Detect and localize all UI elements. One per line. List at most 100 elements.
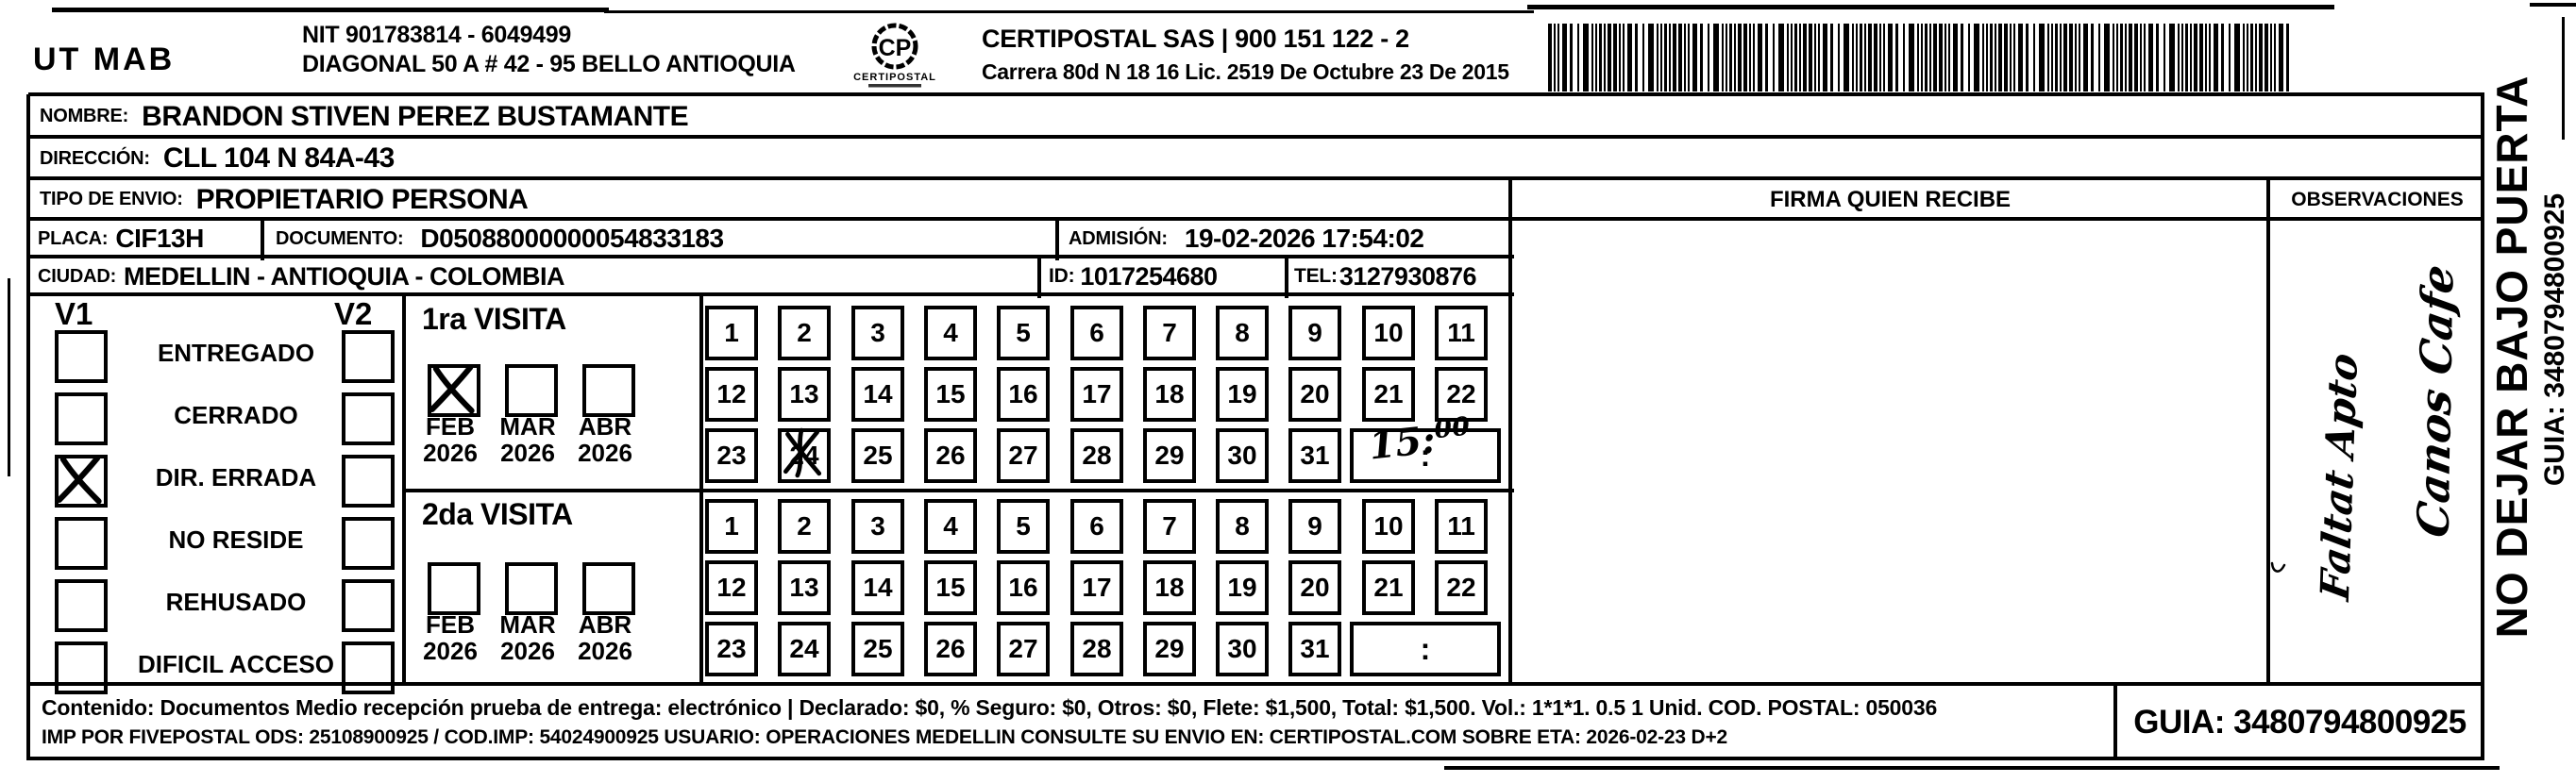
edge-line: [1527, 5, 2334, 9]
second-visit-day-cell-3[interactable]: 3: [851, 499, 904, 554]
second-visit-day-cell-9[interactable]: 9: [1288, 499, 1341, 554]
first-visit-title: 1ra VISITA: [422, 302, 566, 336]
v2-checkbox-rehusado[interactable]: [342, 579, 395, 632]
second-visit-day-cell-27[interactable]: 27: [997, 622, 1050, 676]
grid-line: [28, 255, 1514, 258]
second-visit-month-year: 2026: [578, 636, 632, 665]
first-visit-day-cell-27[interactable]: 27: [997, 428, 1050, 483]
second-visit-day-cell-20[interactable]: 20: [1288, 560, 1341, 615]
first-visit-day-cell-24[interactable]: 24: [778, 427, 831, 483]
v2-checkbox-cerrado[interactable]: [342, 392, 395, 445]
v1-checkbox-dificil-acceso[interactable]: [55, 641, 108, 694]
second-visit-day-cell-30[interactable]: 30: [1216, 622, 1269, 676]
first-visit-month-checkbox-abr[interactable]: [582, 364, 635, 417]
first-visit-day-cell-29[interactable]: 29: [1143, 428, 1196, 483]
second-visit-day-cell-31[interactable]: 31: [1288, 622, 1341, 676]
grid-line: [406, 489, 1514, 492]
v2-checkbox-no-reside[interactable]: [342, 517, 395, 570]
first-visit-day-cell-3[interactable]: 3: [851, 306, 904, 360]
v1-checkbox-entregado[interactable]: [55, 330, 108, 383]
admision-cell: ADMISIÓN: 19-02-2026 17:54:02: [1057, 219, 1510, 258]
v2-checkbox-entregado[interactable]: [342, 330, 395, 383]
second-visit-day-cell-13[interactable]: 13: [778, 560, 831, 615]
status-label-no-reside: NO RESIDE: [168, 525, 304, 554]
status-label-cerrado: CERRADO: [174, 400, 298, 429]
first-visit-day-cell-10[interactable]: 10: [1362, 306, 1415, 360]
second-visit-day-cell-24[interactable]: 24: [778, 622, 831, 676]
v1-checkbox-cerrado[interactable]: [55, 392, 108, 445]
v1-checkbox-dir-errada[interactable]: [55, 455, 108, 508]
second-visit-day-cell-6[interactable]: 6: [1070, 499, 1123, 554]
second-visit-day-cell-26[interactable]: 26: [924, 622, 977, 676]
first-visit-day-cell-25[interactable]: 25: [851, 428, 904, 483]
second-visit-day-cell-12[interactable]: 12: [705, 560, 758, 615]
grid-line: [1285, 257, 1288, 298]
second-visit-day-cell-4[interactable]: 4: [924, 499, 977, 554]
second-visit-day-cell-1[interactable]: 1: [705, 499, 758, 554]
ciudad-cell: CIUDAD: MEDELLIN - ANTIOQUIA - COLOMBIA: [28, 257, 1039, 296]
first-visit-day-cell-15[interactable]: 15: [924, 367, 977, 422]
first-visit-day-cell-31[interactable]: 31: [1288, 428, 1341, 483]
second-visit-day-cell-11[interactable]: 11: [1435, 499, 1488, 554]
first-visit-day-cell-19[interactable]: 19: [1216, 367, 1269, 422]
first-visit-month-checkbox-feb[interactable]: [428, 364, 480, 417]
first-visit-day-cell-28[interactable]: 28: [1070, 428, 1123, 483]
first-visit-day-cell-1[interactable]: 1: [705, 306, 758, 360]
second-visit-day-cell-23[interactable]: 23: [705, 622, 758, 676]
second-visit-day-cell-18[interactable]: 18: [1143, 560, 1196, 615]
v2-checkbox-dificil-acceso[interactable]: [342, 641, 395, 694]
first-visit-day-cell-4[interactable]: 4: [924, 306, 977, 360]
second-visit-title: 2da VISITA: [422, 497, 573, 531]
second-visit-day-cell-21[interactable]: 21: [1362, 560, 1415, 615]
v1-checkbox-rehusado[interactable]: [55, 579, 108, 632]
first-visit-day-cell-21[interactable]: 21: [1362, 367, 1415, 422]
second-visit-day-cell-7[interactable]: 7: [1143, 499, 1196, 554]
second-visit-day-cell-22[interactable]: 22: [1435, 560, 1488, 615]
first-visit-day-cell-17[interactable]: 17: [1070, 367, 1123, 422]
v2-checkbox-dir-errada[interactable]: [342, 455, 395, 508]
first-visit-day-cell-2[interactable]: 2: [778, 306, 831, 360]
second-visit-month-checkbox-abr[interactable]: [582, 562, 635, 615]
first-visit-day-cell-9[interactable]: 9: [1288, 306, 1341, 360]
first-visit-month-checkbox-mar[interactable]: [505, 364, 558, 417]
second-visit-day-cell-14[interactable]: 14: [851, 560, 904, 615]
handwritten-observation-note: Canos Cafe: [2407, 260, 2464, 541]
second-visit-day-cell-29[interactable]: 29: [1143, 622, 1196, 676]
second-visit-time-box[interactable]: :: [1350, 622, 1501, 676]
first-visit-day-cell-16[interactable]: 16: [997, 367, 1050, 422]
second-visit-day-cell-8[interactable]: 8: [1216, 499, 1269, 554]
observaciones-header: OBSERVACIONES: [2291, 188, 2464, 210]
first-visit-day-cell-7[interactable]: 7: [1143, 306, 1196, 360]
second-visit-day-cell-25[interactable]: 25: [851, 622, 904, 676]
second-visit-day-cell-15[interactable]: 15: [924, 560, 977, 615]
second-visit-day-cell-5[interactable]: 5: [997, 499, 1050, 554]
first-visit-time-box[interactable]: :: [1350, 428, 1501, 483]
first-visit-month-year: 2026: [500, 438, 555, 467]
v2-column-header: V2: [334, 296, 373, 331]
first-visit-month-label: ABR: [578, 411, 632, 441]
grid-line: [402, 294, 406, 684]
first-visit-day-cell-20[interactable]: 20: [1288, 367, 1341, 422]
first-visit-day-cell-13[interactable]: 13: [778, 367, 831, 422]
first-visit-day-cell-5[interactable]: 5: [997, 306, 1050, 360]
first-visit-day-cell-26[interactable]: 26: [924, 428, 977, 483]
first-visit-day-cell-8[interactable]: 8: [1216, 306, 1269, 360]
second-visit-day-cell-2[interactable]: 2: [778, 499, 831, 554]
v1-checkbox-no-reside[interactable]: [55, 517, 108, 570]
first-visit-day-cell-18[interactable]: 18: [1143, 367, 1196, 422]
first-visit-day-cell-14[interactable]: 14: [851, 367, 904, 422]
first-visit-day-cell-11[interactable]: 11: [1435, 306, 1488, 360]
first-visit-day-cell-22[interactable]: 22: [1435, 367, 1488, 422]
second-visit-month-checkbox-feb[interactable]: [428, 562, 480, 615]
grid-line: [28, 176, 2484, 180]
second-visit-day-cell-10[interactable]: 10: [1362, 499, 1415, 554]
second-visit-day-cell-28[interactable]: 28: [1070, 622, 1123, 676]
first-visit-day-cell-12[interactable]: 12: [705, 367, 758, 422]
second-visit-day-cell-16[interactable]: 16: [997, 560, 1050, 615]
first-visit-day-cell-30[interactable]: 30: [1216, 428, 1269, 483]
second-visit-day-cell-19[interactable]: 19: [1216, 560, 1269, 615]
first-visit-day-cell-6[interactable]: 6: [1070, 306, 1123, 360]
second-visit-day-cell-17[interactable]: 17: [1070, 560, 1123, 615]
first-visit-day-cell-23[interactable]: 23: [705, 428, 758, 483]
second-visit-month-checkbox-mar[interactable]: [505, 562, 558, 615]
